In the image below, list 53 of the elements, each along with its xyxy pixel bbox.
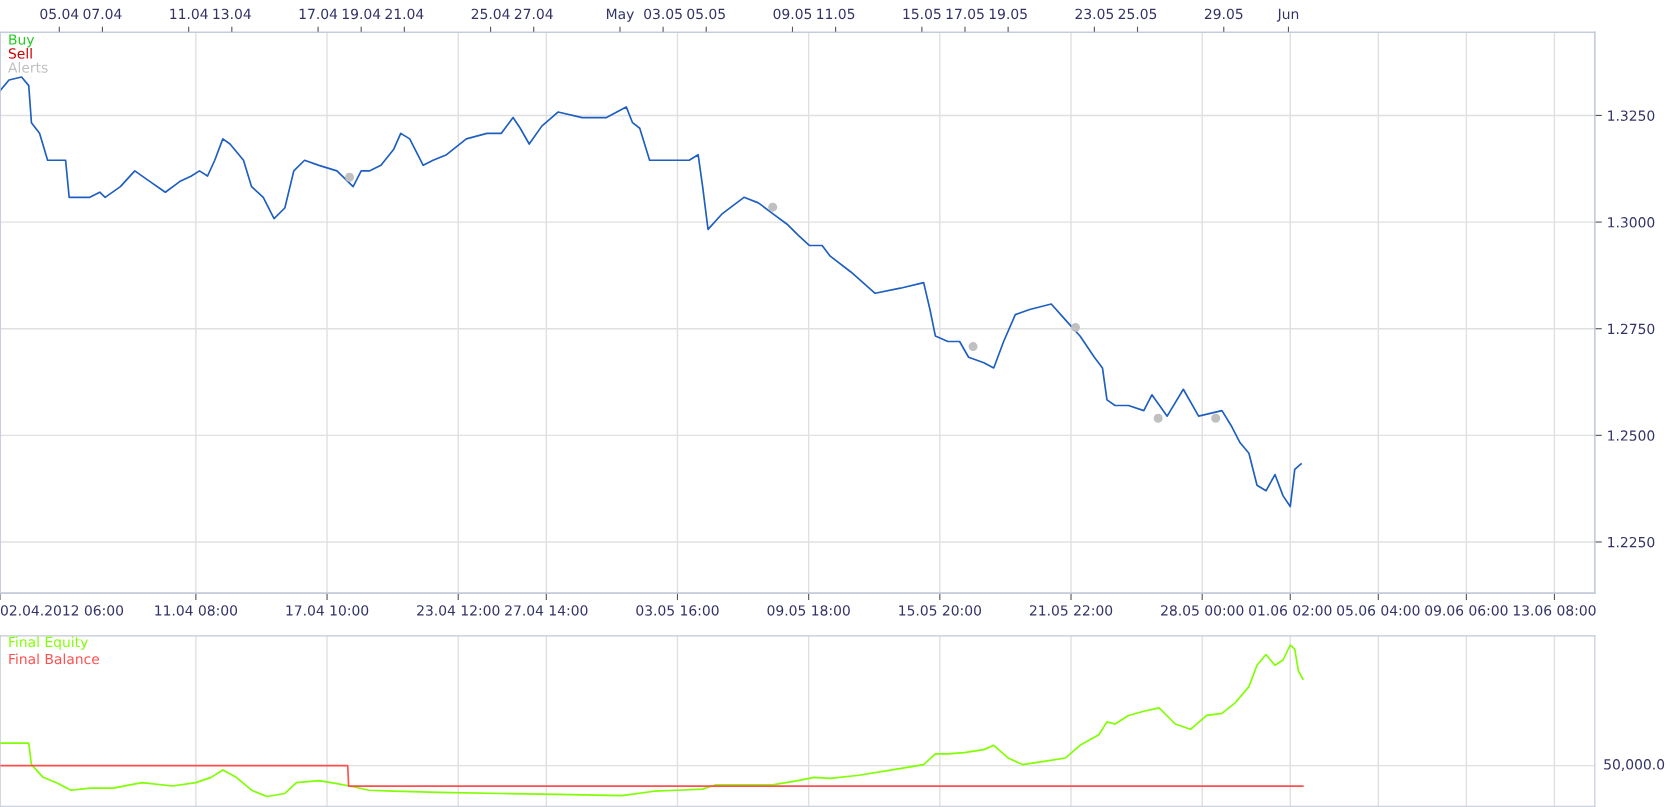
x2-tick-label: Jun <box>1276 8 1299 22</box>
x2-tick-label: 19.05 <box>989 8 1027 20</box>
x-tick-label: 21.05 22:00 <box>1029 605 1113 616</box>
x-tick-label: 09.06 06:00 <box>1425 605 1508 616</box>
text: Alerts <box>8 62 48 73</box>
text: 50,000.0 <box>1604 759 1665 772</box>
y-tick-label: 1.2250 <box>1608 536 1655 548</box>
x2-tick-label: May <box>606 8 634 22</box>
y-tick-label: 1.3000 <box>1608 217 1655 228</box>
x-tick-label: 02.04.2012 06:00 <box>0 605 124 616</box>
point <box>1071 322 1081 332</box>
x-tick-label: 13.06 08:00 <box>1513 605 1596 616</box>
x-tick-label: 03.05 16:00 <box>636 605 719 616</box>
x2-tick-label: 11.04 <box>170 8 208 20</box>
point <box>768 202 778 212</box>
x-tick-label: 28.05 00:00 <box>1161 605 1244 616</box>
x2-tick-label: 17.04 <box>299 8 338 20</box>
x-tick-label: 15.05 20:00 <box>899 605 982 616</box>
annotation: Buy <box>9 34 35 48</box>
x2-tick-label: 05.05 <box>687 8 725 20</box>
x2-tick-label: 25.05 <box>1118 8 1157 20</box>
x2-tick-label: 25.04 <box>471 8 510 20</box>
point <box>968 342 978 352</box>
point <box>345 172 355 182</box>
x2-tick-label: 27.04 <box>514 8 553 20</box>
x2-tick-label: 05.04 <box>40 8 79 20</box>
x-tick-label: 11.04 08:00 <box>155 605 238 616</box>
x2-tick-label: 09.05 <box>773 8 812 20</box>
y-tick-label: 1.2750 <box>1608 323 1655 335</box>
annotation: Sell <box>8 47 32 59</box>
text: Final Balance <box>9 653 100 665</box>
x2-tick-label: 19.04 <box>342 8 381 20</box>
x2-tick-label: 17.05 <box>946 8 984 20</box>
y-tick-label: 1.2500 <box>1608 430 1655 441</box>
x2-tick-label: 23.05 <box>1075 8 1114 20</box>
x-tick-label: 17.04 10:00 <box>286 605 369 616</box>
x2-tick-label: 13.04 <box>213 8 251 20</box>
point <box>1211 413 1221 423</box>
x2-tick-label: 11.05 <box>817 8 855 20</box>
text: Final Equity <box>9 636 88 650</box>
x-tick-label: 01.06 02:00 <box>1249 605 1332 616</box>
x-tick-label: 09.05 18:00 <box>767 605 850 616</box>
y-tick-label: 1.3250 <box>1608 110 1655 121</box>
x2-tick-label: 07.04 <box>83 8 122 20</box>
x2-tick-label: 21.04 <box>385 8 424 20</box>
x2-tick-label: 03.05 <box>644 8 682 20</box>
x2-tick-label: 15.05 <box>903 8 941 20</box>
x-tick-label: 23.04 12:00 <box>417 605 500 616</box>
point <box>1153 413 1163 423</box>
x2-tick-label: 29.05 <box>1204 8 1243 20</box>
line-series <box>0 76 1302 508</box>
x-tick-label: 27.04 14:00 <box>505 605 588 616</box>
x-tick-label: 05.06 04:00 <box>1337 605 1420 616</box>
